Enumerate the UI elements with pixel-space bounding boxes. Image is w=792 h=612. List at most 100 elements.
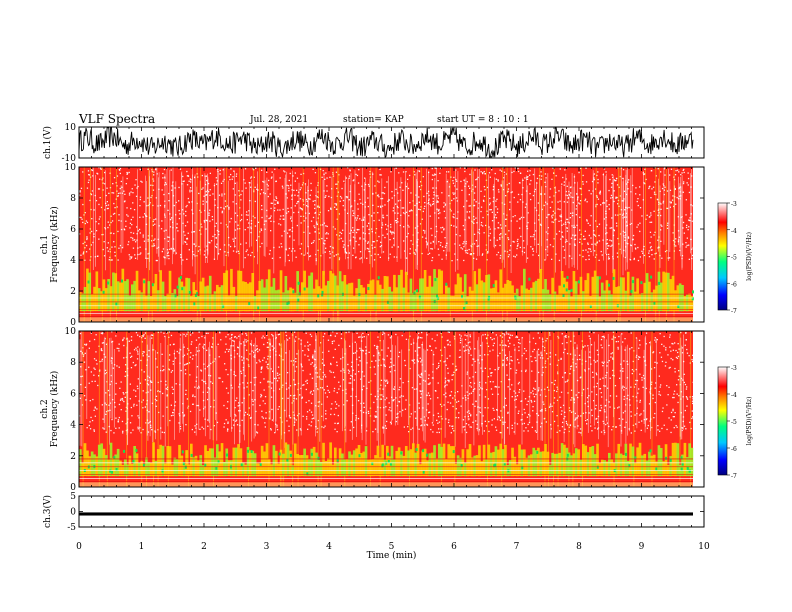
ch2-spectrogram-speckle — [570, 389, 573, 391]
ch1-spectrogram-speckle — [538, 219, 540, 221]
ch1-spectrogram-speckle — [563, 257, 565, 259]
ch2-spectrogram-speckle — [174, 401, 177, 403]
ch2-spectrogram-speckle — [489, 368, 491, 370]
ch2-spectrogram-speckle — [166, 406, 168, 408]
ch2-spectrogram-speckle — [518, 391, 520, 393]
ch2-spectrogram-speckle — [526, 416, 529, 418]
ch2-spectrogram-speckle — [411, 359, 413, 361]
ch1-spectrogram-emission — [246, 283, 250, 312]
ch2-spectrogram-speckle — [166, 388, 169, 391]
ch1-spectrogram-speckle — [105, 204, 108, 207]
ch1-spectrogram-speckle — [289, 229, 291, 231]
ch1-spectrogram-speckle — [556, 233, 558, 235]
ch2-spectrogram-speckle — [516, 335, 518, 338]
ch1-spectrogram-speckle — [661, 187, 664, 190]
ch2-spectrogram-speckle — [507, 412, 509, 414]
ch1-spectrogram-speckle — [131, 256, 133, 258]
ch1-spectrogram-speckle — [356, 217, 358, 219]
ch2-spectrogram-speckle — [183, 354, 186, 356]
ch2-spectrogram-speckle — [493, 338, 495, 340]
ch1-spectrogram-speckle — [98, 238, 100, 240]
ch1-spectrogram-speckle — [624, 209, 626, 211]
ch1-spectrogram-speckle — [628, 179, 630, 181]
ch1-spectrogram-speckle — [277, 209, 279, 211]
ch2-spectrogram-speckle — [551, 411, 554, 413]
ch1-spectrogram-speckle — [275, 197, 278, 199]
ch2-spectrogram-speckle — [534, 430, 537, 432]
ch1-spectrogram-emission — [284, 276, 288, 312]
ch1-spectrogram-speckle — [193, 231, 195, 233]
ch1-spectrogram-speckle — [267, 195, 269, 198]
ch1-spectrogram-speckle — [468, 205, 470, 207]
ch1-spectrogram-speckle — [456, 217, 458, 220]
ch1-spectrogram-colorbar-tick-label: -3 — [731, 201, 737, 208]
ch1-spectrogram-speckle — [338, 257, 341, 259]
ch1-spectrogram-speckle — [175, 201, 177, 204]
ch2-spectrogram-speckle — [348, 370, 351, 372]
ch2-spectrogram-speckle — [305, 332, 307, 334]
ch1-spectrogram-speckle — [474, 186, 477, 188]
ch2-spectrogram-speckle — [125, 410, 127, 412]
ch2-spectrogram-speckle — [478, 394, 481, 396]
ch2-spectrogram-speckle — [148, 411, 150, 413]
ch1-spectrogram-speckle — [554, 219, 556, 221]
ch1-spectrogram-speckle — [275, 196, 277, 198]
ch1-spectrogram-speckle — [283, 170, 285, 172]
ch1-spectrogram-speckle — [125, 225, 127, 227]
ch1-spectrogram-emission — [541, 289, 545, 312]
ch1-spectrogram-emission — [296, 271, 299, 312]
ch2-spectrogram-speckle — [484, 420, 486, 422]
ch1-spectrogram-speckle — [367, 242, 369, 244]
ch1-spectrogram-speckle — [294, 172, 296, 174]
ch2-spectrogram-speckle — [389, 421, 392, 423]
ch1-spectrogram-green — [640, 281, 643, 285]
ch1-spectrogram-emission — [343, 275, 347, 312]
ch1-spectrogram-speckle — [343, 180, 345, 182]
ch2-spectrogram-speckle — [458, 412, 460, 414]
ch1-spectrogram-speckle — [441, 246, 444, 248]
ch2-spectrogram-speckle — [155, 395, 158, 397]
ch1-spectrogram-speckle — [534, 207, 536, 209]
ch1-spectrogram-speckle — [230, 217, 232, 220]
ch1-spectrogram-speckle — [649, 216, 651, 218]
ch1-spectrogram-speckle — [502, 167, 504, 169]
ch2-spectrogram-speckle — [209, 375, 212, 377]
ch2-spectrogram-speckle — [506, 357, 508, 359]
ch2-spectrogram-speckle — [676, 426, 678, 428]
ch2-spectrogram-speckle — [587, 345, 589, 347]
ch2-spectrogram-speckle — [492, 381, 494, 383]
ch2-spectrogram-speckle — [221, 381, 224, 383]
ch1-spectrogram-speckle — [401, 207, 403, 209]
ch2-spectrogram-speckle — [556, 415, 558, 417]
ch1-spectrogram-green — [222, 304, 225, 308]
ch1-spectrogram-speckle — [495, 206, 497, 208]
ch2-spectrogram-speckle — [485, 382, 487, 384]
ch2-spectrogram-speckle — [367, 410, 370, 413]
ch2-spectrogram-speckle — [383, 359, 385, 361]
ch2-spectrogram-speckle — [681, 429, 683, 432]
ch2-spectrogram-speckle — [101, 358, 103, 360]
ch1-spectrogram-speckle — [229, 178, 231, 181]
ch1-spectrogram-speckle — [483, 195, 486, 197]
ch1-spectrogram-speckle — [444, 204, 446, 206]
ch2-spectrogram-speckle — [511, 384, 513, 386]
ch1-spectrogram-speckle — [182, 175, 184, 178]
ch1-spectrogram-speckle — [499, 257, 501, 259]
ch2-spectrogram-speckle — [363, 402, 365, 404]
ch1-spectrogram-speckle — [637, 224, 639, 226]
ch1-spectrogram-speckle — [451, 260, 453, 262]
ch1-spectrogram-speckle — [300, 215, 302, 217]
ch2-spectrogram-speckle — [148, 376, 151, 379]
ch1-spectrogram-speckle — [205, 256, 207, 258]
ch2-spectrogram-speckle — [309, 392, 312, 394]
ch2-spectrogram-speckle — [295, 398, 298, 400]
ch2-spectrogram-speckle — [144, 337, 146, 339]
ch1-spectrogram-emission — [182, 286, 186, 312]
ch1-spectrogram-speckle — [463, 241, 465, 243]
ch2-spectrogram-speckle — [648, 403, 651, 405]
ch1-spectrogram-speckle — [91, 169, 93, 171]
ch2-spectrogram-speckle — [156, 366, 158, 368]
ch1-spectrogram-speckle — [681, 172, 683, 174]
ch1-spectrogram-speckle — [430, 227, 432, 230]
ch1-spectrogram-speckle — [618, 186, 620, 188]
